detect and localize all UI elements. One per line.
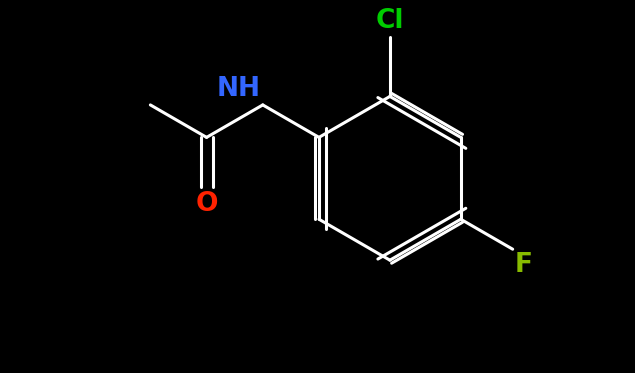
Text: NH: NH — [217, 76, 261, 102]
Text: Cl: Cl — [376, 7, 404, 34]
Text: F: F — [514, 252, 533, 278]
Text: O: O — [196, 191, 218, 217]
